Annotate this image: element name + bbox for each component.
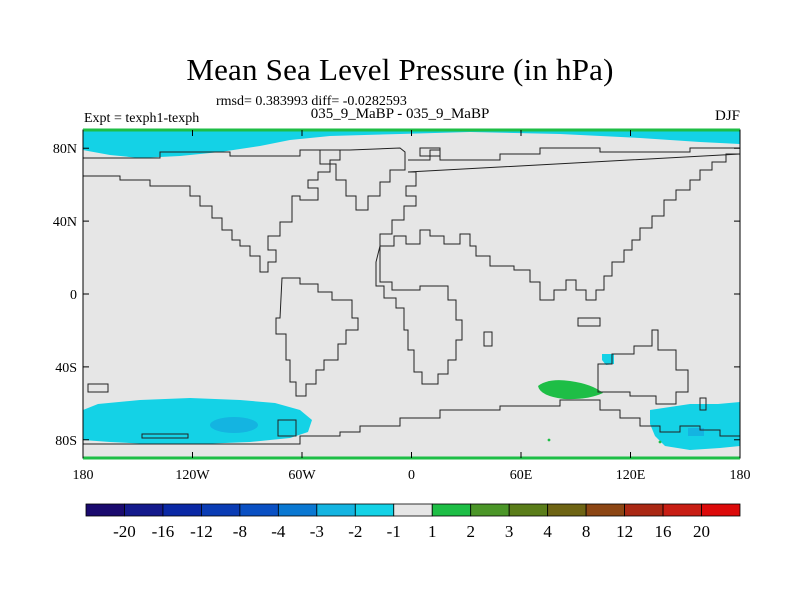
colorbar-swatch bbox=[662, 503, 702, 517]
colorbar-label: -16 bbox=[152, 522, 175, 541]
coastline-ice-shelf bbox=[141, 433, 189, 439]
colorbar-label: -20 bbox=[113, 522, 136, 541]
coastline-south-america bbox=[275, 277, 359, 397]
positive-speck bbox=[658, 440, 662, 444]
coastline-eurasia bbox=[379, 147, 740, 301]
coastline-north-america bbox=[83, 149, 341, 273]
colorbar-swatch bbox=[354, 503, 395, 517]
map-title: Mean Sea Level Pressure (in hPa) bbox=[186, 52, 614, 87]
arctic-negative-anomaly bbox=[83, 130, 740, 158]
colorbar-label: -4 bbox=[271, 522, 286, 541]
y-tick-label: 40S bbox=[55, 361, 77, 376]
coastline-indonesia bbox=[577, 317, 601, 327]
coastline-antarctic-peninsula bbox=[277, 419, 297, 437]
colorbar-label: -2 bbox=[348, 522, 362, 541]
colorbar-swatch bbox=[547, 503, 587, 517]
coastline-madagascar bbox=[483, 331, 493, 347]
colorbar-swatch bbox=[585, 503, 625, 517]
positive-speck bbox=[547, 438, 551, 442]
colorbar-swatch bbox=[124, 503, 164, 517]
season-label: DJF bbox=[714, 108, 740, 124]
amundsen-low bbox=[210, 417, 258, 433]
stats-label: rmsd= 0.383993 diff= -0.0282593 bbox=[216, 94, 407, 109]
x-tick-label: 60E bbox=[510, 468, 533, 483]
colorbar-swatch bbox=[624, 503, 664, 517]
coastlines bbox=[83, 147, 740, 445]
colorbar-label: -3 bbox=[310, 522, 324, 541]
colorbar-label: -8 bbox=[233, 522, 247, 541]
coastline-pacific-island bbox=[87, 383, 109, 393]
x-tick-label: 120E bbox=[616, 468, 646, 483]
coastline-australia bbox=[597, 329, 689, 405]
colorbar-label: -1 bbox=[387, 522, 401, 541]
colorbar-swatch bbox=[239, 503, 279, 517]
coastline-antarctica bbox=[83, 399, 740, 445]
colorbar-swatch bbox=[201, 503, 241, 517]
colorbar-swatch bbox=[277, 503, 318, 517]
colorbar-swatch bbox=[431, 503, 472, 517]
colorbar-swatch bbox=[162, 503, 202, 517]
experiment-label: Expt = texph1-texph bbox=[84, 111, 200, 126]
axis-ticks: 180 120W 60W 0 60E 120E 180 80N 40N 0 40S 80S bbox=[53, 130, 751, 483]
y-tick-label: 80S bbox=[55, 434, 77, 449]
x-tick-label: 0 bbox=[408, 468, 415, 483]
x-tick-label: 180 bbox=[730, 468, 751, 483]
colorbar-swatch bbox=[508, 503, 549, 517]
coastline-svalbard bbox=[419, 147, 441, 157]
center-label: 035_9_MaBP - 035_9_MaBP bbox=[310, 106, 490, 122]
x-tick-label: 120W bbox=[175, 468, 210, 483]
antarctic-negative-anomaly bbox=[83, 398, 312, 444]
x-tick-label: 180 bbox=[73, 468, 94, 483]
colorbar-label: 16 bbox=[655, 522, 672, 541]
colorbar-label: -12 bbox=[190, 522, 213, 541]
colorbar-swatch bbox=[393, 503, 433, 517]
y-tick-label: 0 bbox=[70, 288, 77, 303]
colorbar-label: 2 bbox=[466, 522, 475, 541]
colorbar-label: 8 bbox=[582, 522, 591, 541]
australia-negative-anomaly bbox=[602, 354, 614, 365]
colorbar-swatch bbox=[470, 503, 510, 517]
colorbar-swatch bbox=[85, 503, 125, 517]
coastline-greenland bbox=[319, 147, 406, 211]
colorbar-label: 12 bbox=[616, 522, 633, 541]
colorbar-label: 3 bbox=[505, 522, 514, 541]
ross-sea-low bbox=[688, 428, 704, 436]
colorbar-label: 1 bbox=[428, 522, 437, 541]
coastline-africa bbox=[375, 245, 463, 385]
anomaly-fills bbox=[83, 130, 740, 450]
colorbar-swatch bbox=[701, 503, 741, 517]
y-tick-label: 40N bbox=[53, 215, 77, 230]
coastline-new-zealand bbox=[699, 397, 707, 411]
indian-ocean-positive-anomaly bbox=[538, 380, 603, 400]
y-tick-label: 80N bbox=[53, 142, 77, 157]
colorbar-label: 20 bbox=[693, 522, 710, 541]
x-tick-label: 60W bbox=[288, 468, 316, 483]
colorbar-swatch bbox=[316, 503, 356, 517]
colorbar-label: 4 bbox=[543, 522, 552, 541]
colorbar: -20 -16 -12 -8 -4 -3 -2 -1 1 2 3 4 8 12 16 20 bbox=[85, 503, 741, 541]
